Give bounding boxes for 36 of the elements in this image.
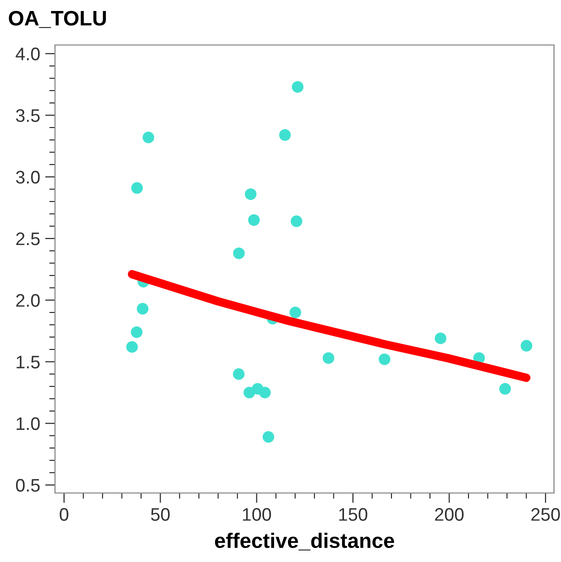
point xyxy=(322,352,334,364)
y-tick-label: 3.5 xyxy=(16,109,40,122)
point xyxy=(142,132,154,144)
x-tick-label: 250 xyxy=(531,508,560,521)
point xyxy=(262,431,274,443)
point xyxy=(131,182,143,194)
point xyxy=(279,129,291,141)
point xyxy=(499,383,511,395)
x-tick-label: 0 xyxy=(60,508,68,521)
x-tick-label: 150 xyxy=(339,508,368,521)
point xyxy=(290,215,302,228)
y-tick-label: 2.5 xyxy=(16,232,40,246)
y-tick-label: 1.5 xyxy=(16,356,40,368)
x-tick-label: 100 xyxy=(242,508,271,521)
x-tick-label: 200 xyxy=(435,508,464,521)
point xyxy=(248,214,260,226)
point xyxy=(233,247,245,260)
x-tick-label: 50 xyxy=(151,508,170,521)
point xyxy=(232,368,245,380)
y-axis-title: OA_TOLU xyxy=(8,10,106,28)
y-tick-label: 2.0 xyxy=(16,294,40,307)
x-axis-title: effective_distance xyxy=(215,532,394,550)
point xyxy=(136,302,148,315)
y-tick-label: 4.0 xyxy=(16,48,40,60)
y-tick-label: 1.0 xyxy=(16,417,40,430)
point xyxy=(520,340,532,352)
point xyxy=(244,188,256,200)
point xyxy=(130,326,142,338)
point xyxy=(434,332,446,344)
point xyxy=(292,81,304,93)
point xyxy=(259,386,271,398)
y-tick-label: 0.5 xyxy=(16,478,40,492)
point xyxy=(290,306,302,318)
y-tick-label: 3.0 xyxy=(16,170,40,184)
point xyxy=(378,353,390,366)
point xyxy=(126,341,138,353)
